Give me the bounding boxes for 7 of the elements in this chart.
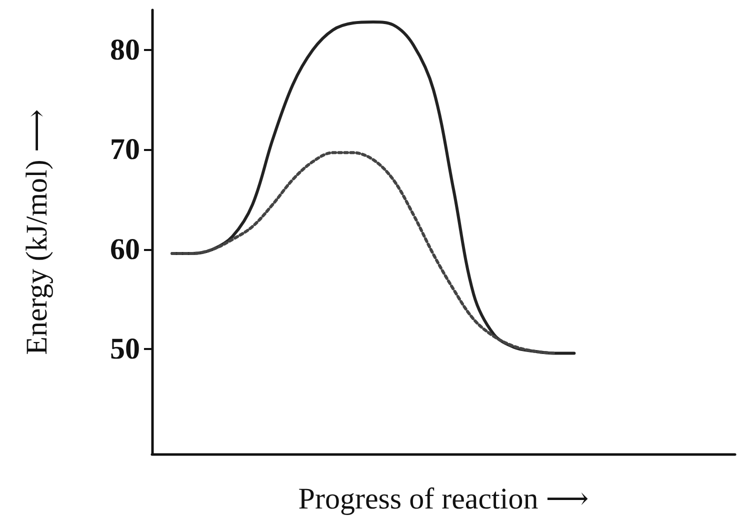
y-tick-label: 60: [110, 232, 140, 266]
y-tick-label: 80: [110, 33, 140, 66]
x-axis-title: Progress of reaction ⟶: [298, 482, 589, 516]
y-axis-title: Energy (kJ/mol) ⟶: [20, 109, 54, 355]
y-tick-label: 50: [110, 332, 140, 366]
line-series: [170, 151, 556, 355]
y-tick-label: 70: [110, 133, 140, 166]
